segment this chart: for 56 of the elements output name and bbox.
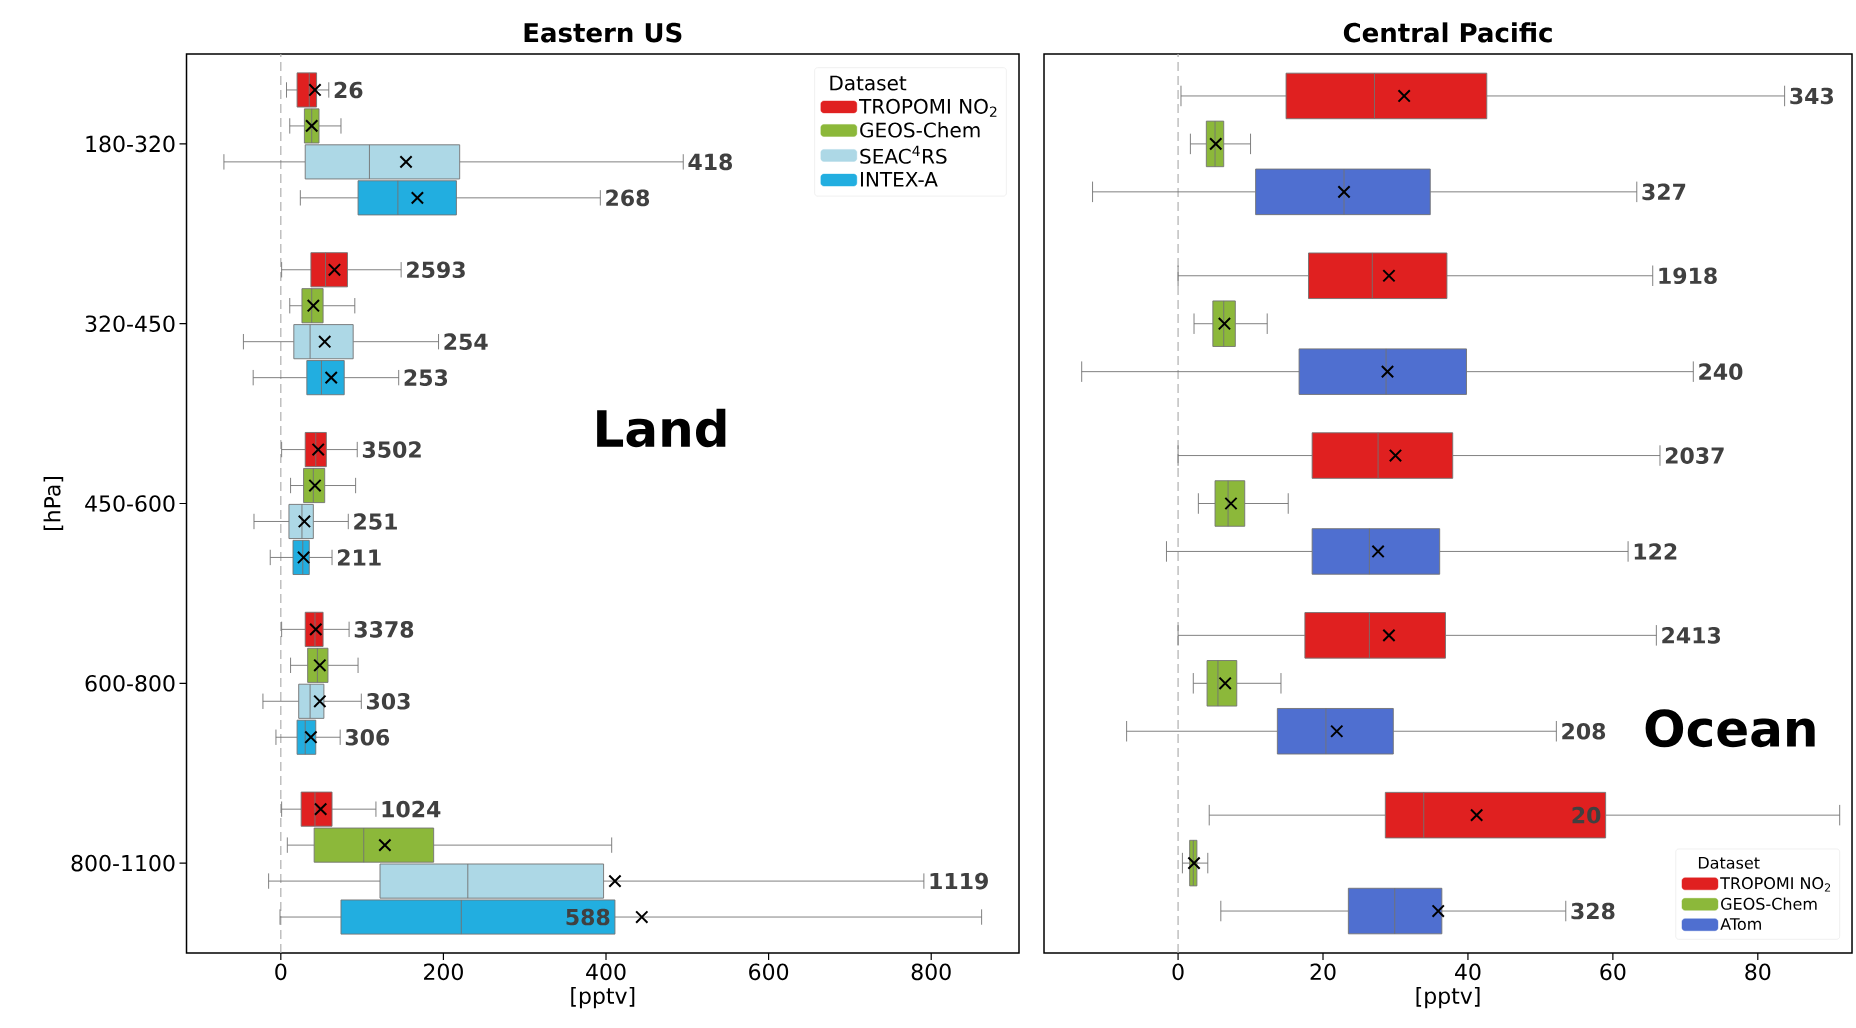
legend-label: TROPOMI NO$_{2}$ [858,98,997,117]
text: 254 [444,333,488,350]
text: 2037 [1665,447,1724,464]
x-tick-label: 60 [1600,963,1626,981]
legend-label: SEAC$^{4}$RS [860,145,947,164]
legend-title: Dataset [830,75,907,91]
legend-label: TROPOMI NO$_{2}$ [1720,877,1831,892]
text: 418 [688,153,733,171]
text: 3378 [354,621,414,638]
chart-title: Eastern US [524,22,682,43]
text: 588 [566,908,610,926]
text: 20 [1572,806,1601,824]
x-tick-label: 400 [586,963,626,981]
text: 211 [337,549,381,566]
text: 1119 [930,872,988,890]
x-tick-label: 40 [1455,963,1481,981]
text: 343 [1790,87,1834,105]
text: 1918 [1659,267,1717,285]
x-tick-label: 600 [749,963,789,981]
x-tick-label: 80 [1745,963,1771,981]
text: 3502 [362,441,421,458]
text: 268 [606,189,650,207]
legend-label: GEOS-Chem [1721,897,1817,910]
text: 328 [1571,902,1615,920]
text: 240 [1699,363,1743,380]
annotation: Land [597,408,726,448]
y-tick-label: 600-800 [85,674,175,692]
x-axis-title: [pptv] [1416,987,1480,1009]
text: 251 [354,513,397,530]
text: 303 [366,692,410,710]
text: 2593 [407,261,465,279]
annotation: Ocean [1645,709,1815,748]
legend-label: GEOS-Chem [860,122,980,138]
text: 327 [1642,183,1686,201]
y-tick-label: 180-320 [86,135,175,153]
text: 26 [334,81,363,99]
x-tick-label: 0 [275,963,287,981]
text: 122 [1634,543,1677,560]
legend-label: INTEX-A [861,172,938,187]
chart-title: Central Pacific [1343,22,1552,43]
legend-title: Dataset [1698,856,1760,869]
x-tick-label: 800 [911,963,951,981]
text: 2413 [1662,627,1721,644]
y-tick-label: 800-1100 [71,854,175,872]
y-tick-label: 450-600 [85,495,175,512]
x-tick-label: 20 [1310,963,1336,981]
x-axis-title: [pptv] [571,987,635,1009]
x-tick-label: 0 [1172,963,1184,981]
text: 253 [404,369,448,386]
text: 1024 [382,800,441,818]
legend-label: ATom [1720,918,1761,931]
text: 208 [1562,722,1606,740]
x-tick-label: 200 [424,963,463,981]
text: 306 [345,728,390,746]
y-axis-title: [hPa] [43,476,64,531]
y-tick-label: 320-450 [85,315,175,333]
